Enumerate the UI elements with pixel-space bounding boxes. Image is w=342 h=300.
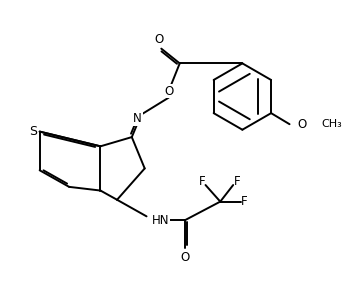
Text: O: O <box>164 85 173 98</box>
Text: F: F <box>241 195 248 208</box>
Text: S: S <box>29 125 37 138</box>
Text: O: O <box>298 118 307 131</box>
Text: F: F <box>234 175 240 188</box>
Text: HN: HN <box>152 214 170 226</box>
Text: N: N <box>133 112 142 125</box>
Text: O: O <box>181 251 190 264</box>
Text: O: O <box>155 33 164 46</box>
Text: F: F <box>198 175 205 188</box>
Text: CH₃: CH₃ <box>321 119 342 129</box>
